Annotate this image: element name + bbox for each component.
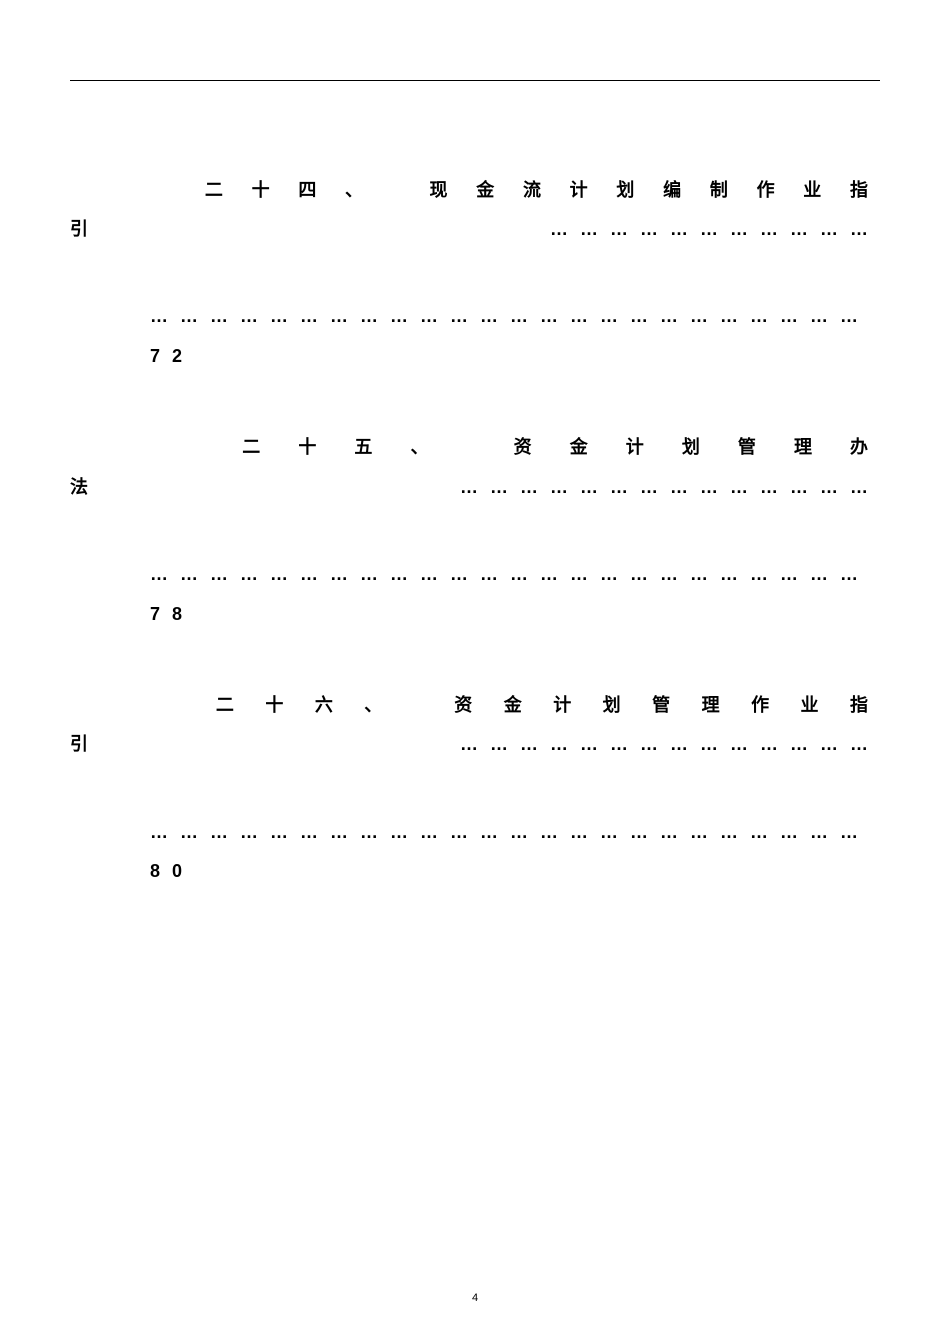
- toc-dots: ………………………………………………………………: [150, 822, 870, 842]
- document-page: 二十四、 现金流计划编制作业指引…………………………… …………………………………: [0, 0, 950, 892]
- toc-continuation: ……………………………………………………………… 72: [70, 297, 880, 376]
- toc-dots: ………………………………………………………………: [150, 306, 870, 326]
- toc-page: 72: [150, 346, 194, 366]
- toc-page: 78: [150, 604, 194, 624]
- toc-number: 二十四、: [205, 180, 383, 200]
- toc-dots: ……………………………: [550, 219, 880, 239]
- toc-continuation: ……………………………………………………………… 80: [70, 813, 880, 892]
- toc-number: 二十五、: [242, 437, 457, 457]
- toc-continuation: ……………………………………………………………… 78: [70, 555, 880, 634]
- toc-entry: 二十四、 现金流计划编制作业指引……………………………: [70, 131, 880, 289]
- toc-dots: ……………………………………: [460, 477, 880, 497]
- toc-entry: 二十六、 资金计划管理作业指引……………………………………: [70, 646, 880, 804]
- header-rule: [70, 80, 880, 81]
- toc-dots: ………………………………………………………………: [150, 564, 870, 584]
- toc-entry: 二十五、 资金计划管理办法……………………………………: [70, 389, 880, 547]
- toc-dots: ……………………………………: [460, 734, 880, 754]
- toc-number: 二十六、: [216, 695, 405, 715]
- footer-page-number: 4: [0, 1292, 950, 1304]
- toc-page: 80: [150, 861, 194, 881]
